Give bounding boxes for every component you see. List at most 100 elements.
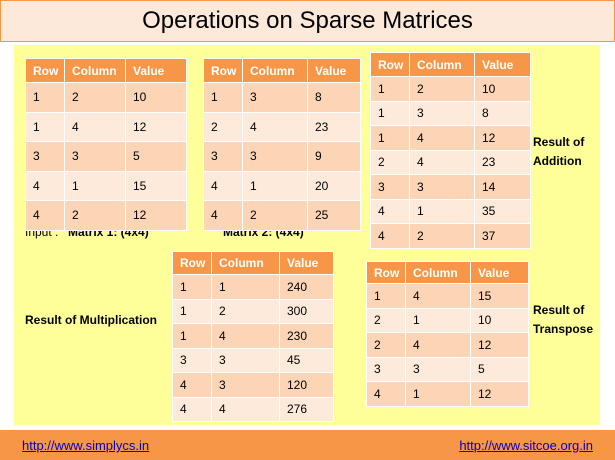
cell: 14	[474, 174, 531, 200]
cell: 10	[125, 82, 187, 113]
cell: 1	[242, 170, 308, 201]
cell: 3	[203, 141, 243, 172]
column-header: Column	[409, 52, 475, 77]
cell: 2	[211, 298, 280, 324]
cell: 15	[470, 283, 529, 309]
cell: 4	[409, 125, 475, 151]
label: Result of Addition	[533, 135, 585, 168]
title: Operations on Sparse Matrices	[0, 0, 615, 42]
label: Result of Multiplication	[25, 313, 157, 327]
cell: 240	[279, 274, 334, 300]
row: 1 2 300	[172, 298, 334, 324]
row: 1 2 10	[370, 76, 531, 102]
cell: 4	[405, 283, 471, 309]
cell: 1	[370, 100, 410, 126]
cell: 1	[64, 170, 126, 201]
cell: 2	[366, 332, 406, 358]
row: 1 2 10	[25, 82, 187, 113]
header-row: Row Column Value	[203, 58, 361, 83]
cell: 2	[409, 76, 475, 102]
column-header: Row	[366, 261, 406, 284]
cell: 8	[307, 82, 361, 113]
cell: 2	[64, 200, 126, 231]
cell: 3	[366, 356, 406, 382]
cell: 1	[211, 274, 280, 300]
cell: 3	[242, 141, 308, 172]
cell: 1	[405, 307, 471, 333]
cell: 230	[279, 323, 334, 349]
cell: 3	[172, 347, 212, 373]
table: Row Column Value 1 4 15 2 1 10 2 4 12 3 3 5 4 1 12	[366, 261, 529, 407]
column-header: Value	[125, 58, 187, 83]
column-header: Value	[279, 251, 334, 275]
header-row: Row Column Value	[25, 58, 187, 83]
row: 4 1 12	[366, 381, 529, 407]
cell: 276	[279, 396, 334, 422]
row: 2 1 10	[366, 307, 529, 333]
cell: 2	[64, 82, 126, 113]
column-header: Column	[405, 261, 471, 284]
column-header: Value	[474, 52, 531, 77]
cell: 1	[25, 82, 65, 113]
cell: 4	[211, 396, 280, 422]
row: 4 2 25	[203, 200, 361, 231]
cell: 2	[203, 111, 243, 142]
row: 4 4 276	[172, 396, 334, 422]
row: 3 3 45	[172, 347, 334, 373]
cell: 3	[405, 356, 471, 382]
row: 4 2 37	[370, 223, 531, 249]
cell: 3	[64, 141, 126, 172]
cell: 8	[474, 100, 531, 126]
cell: 4	[409, 149, 475, 175]
row: 1 4 230	[172, 323, 334, 349]
cell: 23	[307, 111, 361, 142]
link[interactable]: http://www.simplycs.in	[22, 438, 150, 453]
cell: 10	[474, 76, 531, 102]
cell: 2	[409, 223, 475, 249]
cell: 10	[470, 307, 529, 333]
cell: 2	[370, 149, 410, 175]
cell: 23	[474, 149, 531, 175]
cell: 12	[125, 200, 187, 231]
cell: 3	[211, 347, 280, 373]
table: Row Column Value 1 1 240 1 2 300 1 4 230 3 3 45 4 3 120 4 4…	[172, 251, 334, 422]
row: 4 3 120	[172, 372, 334, 398]
cell: 20	[307, 170, 361, 201]
cell: 12	[470, 381, 529, 407]
link[interactable]: http://www.sitcoe.org.in	[459, 438, 593, 453]
row: 4 1 15	[25, 170, 187, 201]
column-header: Value	[307, 58, 361, 83]
column-header: Value	[470, 261, 529, 284]
row: 1 4 12	[370, 125, 531, 151]
cell: 1	[370, 125, 410, 151]
column-header: Column	[64, 58, 126, 83]
cell: 3	[25, 141, 65, 172]
column-header: Column	[242, 58, 308, 83]
cell: 1	[405, 381, 471, 407]
cell: 12	[470, 332, 529, 358]
cell: 4	[370, 198, 410, 224]
cell: 4	[172, 396, 212, 422]
cell: 5	[125, 141, 187, 172]
row: 2 4 23	[370, 149, 531, 175]
row: 3 3 14	[370, 174, 531, 200]
column-header: Row	[172, 251, 212, 275]
cell: 1	[409, 198, 475, 224]
cell: 15	[125, 170, 187, 201]
header-row: Row Column Value	[172, 251, 334, 275]
cell: 25	[307, 200, 361, 231]
cell: 3	[409, 100, 475, 126]
cell: 4	[242, 111, 308, 142]
row: 2 4 23	[203, 111, 361, 142]
row: 4 1 35	[370, 198, 531, 224]
cell: 4	[203, 200, 243, 231]
column-header: Column	[211, 251, 280, 275]
cell: 1	[370, 76, 410, 102]
cell: 4	[366, 381, 406, 407]
cell: 1	[172, 274, 212, 300]
cell: 3	[211, 372, 280, 398]
cell: 4	[172, 372, 212, 398]
